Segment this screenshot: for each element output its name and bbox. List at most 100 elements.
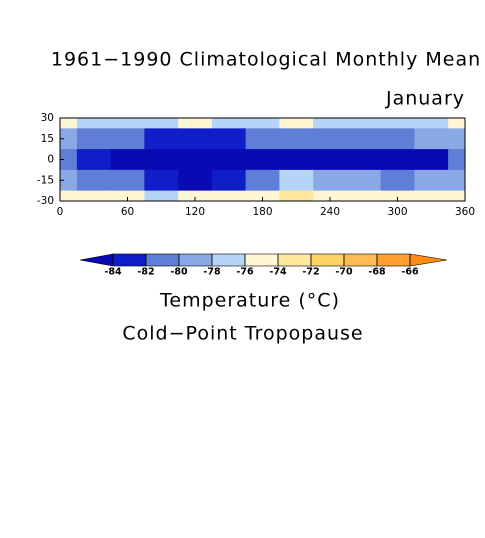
field-cell <box>144 190 179 201</box>
field-cell <box>448 169 465 192</box>
colorbar-tick-label: -74 <box>269 267 287 278</box>
x-tick-label: 120 <box>185 206 205 218</box>
field-cell <box>279 128 314 150</box>
colorbar-segment <box>244 253 279 267</box>
field-cell <box>144 118 179 129</box>
field-cell <box>279 169 314 192</box>
field-cell <box>245 149 280 171</box>
field-cell <box>60 190 78 201</box>
colorbar-tick-label: -68 <box>368 267 386 278</box>
field-cell <box>279 149 314 171</box>
colorbar-segment <box>343 253 378 267</box>
colorbar-segment <box>79 253 114 267</box>
colorbar-segment <box>376 253 411 267</box>
field-cell <box>60 169 78 192</box>
field-cell <box>76 118 112 129</box>
field-cell <box>245 118 280 129</box>
field-cell <box>178 118 213 129</box>
colorbar-segment <box>178 253 213 267</box>
field-cell <box>144 128 179 150</box>
field-cell <box>110 128 145 150</box>
field <box>60 118 465 201</box>
field-cell <box>178 169 213 192</box>
colorbar-label: Temperature (°C) <box>159 290 340 312</box>
colorbar-tick-label: -72 <box>302 267 319 278</box>
field-cell <box>346 169 382 192</box>
y-tick-label: -15 <box>37 174 54 186</box>
field-cell <box>346 149 382 171</box>
field-cell <box>245 190 280 201</box>
field-cell <box>448 128 465 150</box>
field-cell <box>144 149 179 171</box>
colorbar-segment <box>145 253 180 267</box>
field-cell <box>380 190 415 201</box>
field-cell <box>313 128 348 150</box>
field-cell <box>346 190 382 201</box>
x-tick-label: 240 <box>320 206 340 218</box>
field-cell <box>380 169 415 192</box>
field-cell <box>211 118 247 129</box>
field-cell <box>178 149 213 171</box>
field-cell <box>313 118 348 129</box>
field-cell <box>380 118 415 129</box>
colorbar-segment <box>112 253 147 267</box>
field-cell <box>211 190 247 201</box>
field-cell <box>110 169 145 192</box>
x-tick-label: 60 <box>121 206 134 218</box>
field-cell <box>60 149 78 171</box>
caption: Cold−Point Tropopause <box>122 323 363 345</box>
colorbar-tick-label: -78 <box>203 267 221 278</box>
field-cell <box>178 190 213 201</box>
x-tick-label: 360 <box>455 206 475 218</box>
colorbar-segment <box>310 253 345 267</box>
x-tick-label: 180 <box>252 206 272 218</box>
field-cell <box>448 190 465 201</box>
field-cell <box>60 118 78 129</box>
colorbar-segment <box>277 253 312 267</box>
colorbar-segment <box>211 253 246 267</box>
x-tick-label: 300 <box>387 206 407 218</box>
field-cell <box>380 149 415 171</box>
field-cell <box>414 169 449 192</box>
field-cell <box>76 169 112 192</box>
field-cell <box>178 128 213 150</box>
colorbar-tick-label: -70 <box>335 267 353 278</box>
field-cell <box>76 149 112 171</box>
field-cell <box>414 190 449 201</box>
colorbar-tick-label: -80 <box>170 267 188 278</box>
field-cell <box>279 190 314 201</box>
field-cell <box>211 169 247 192</box>
colorbar-tick-label: -84 <box>104 267 122 278</box>
field-cell <box>245 169 280 192</box>
field-cell <box>448 149 465 171</box>
field-cell <box>60 128 78 150</box>
field-cell <box>211 149 247 171</box>
field-cell <box>313 169 348 192</box>
chart-subtitle: January <box>385 88 465 110</box>
field-cell <box>414 128 449 150</box>
field-cell <box>211 128 247 150</box>
field-cell <box>144 169 179 192</box>
field-cell <box>380 128 415 150</box>
field-cell <box>313 190 348 201</box>
colorbar-tick-label: -66 <box>401 267 419 278</box>
field-cell <box>346 118 382 129</box>
colorbar-tick-label: -76 <box>236 267 254 278</box>
field-cell <box>76 190 112 201</box>
colorbar-tick-label: -82 <box>137 267 154 278</box>
field-cell <box>313 149 348 171</box>
field-cell <box>110 149 145 171</box>
colorbar-segment <box>409 253 448 267</box>
chart-title: 1961−1990 Climatological Monthly Mean <box>51 49 481 71</box>
y-tick-label: 15 <box>41 133 54 145</box>
x-tick-label: 0 <box>57 206 64 218</box>
y-tick-label: 0 <box>47 154 54 166</box>
field-cell <box>76 128 112 150</box>
field-cell <box>279 118 314 129</box>
field-cell <box>110 118 145 129</box>
field-cell <box>414 118 449 129</box>
y-tick-label: -30 <box>37 195 54 207</box>
field-cell <box>110 190 145 201</box>
field-cell <box>245 128 280 150</box>
